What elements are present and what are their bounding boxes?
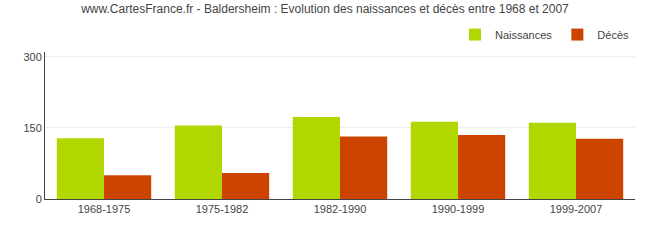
svg-text:150: 150 [23,122,41,134]
svg-text:Décès: Décès [597,29,629,41]
svg-text:1968-1975: 1968-1975 [78,203,131,215]
svg-text:Naissances: Naissances [495,29,552,41]
svg-text:1999-2007: 1999-2007 [550,203,603,215]
svg-text:www.CartesFrance.fr - Baldersh: www.CartesFrance.fr - Baldersheim : Evol… [80,2,569,16]
svg-text:300: 300 [23,51,41,63]
svg-text:1990-1999: 1990-1999 [432,203,485,215]
svg-text:1982-1990: 1982-1990 [314,203,367,215]
svg-text:1975-1982: 1975-1982 [196,203,249,215]
svg-text:0: 0 [36,193,42,205]
